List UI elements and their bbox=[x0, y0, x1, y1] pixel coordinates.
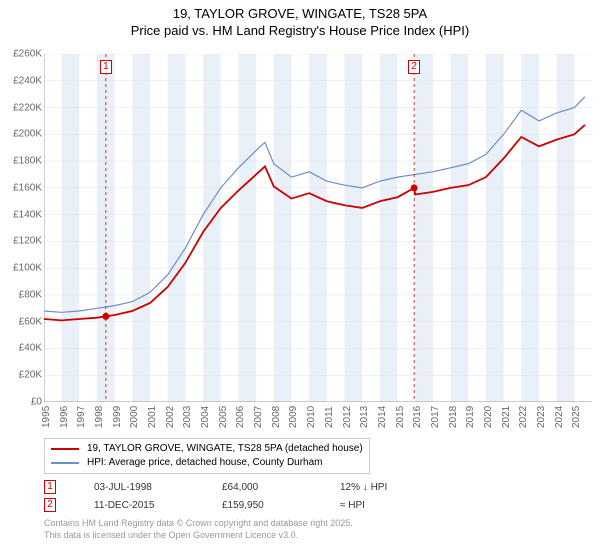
legend-label-property: 19, TAYLOR GROVE, WINGATE, TS28 5PA (det… bbox=[87, 442, 363, 456]
x-tick-label: 2010 bbox=[306, 406, 317, 428]
chart-svg bbox=[44, 54, 592, 402]
x-tick-label: 2016 bbox=[412, 406, 423, 428]
x-tick-label: 2025 bbox=[571, 406, 582, 428]
y-tick-label: £40K bbox=[19, 343, 42, 354]
x-tick-label: 1999 bbox=[112, 406, 123, 428]
sale-records: 1 03-JUL-1998 £64,000 12% ↓ HPI 2 11-DEC-2015… bbox=[44, 478, 387, 514]
x-tick-label: 2024 bbox=[554, 406, 565, 428]
y-tick-label: £120K bbox=[13, 236, 42, 247]
x-tick-label: 1996 bbox=[59, 406, 70, 428]
x-tick-label: 2018 bbox=[448, 406, 459, 428]
x-tick-label: 2004 bbox=[200, 406, 211, 428]
sale-price: £159,950 bbox=[222, 500, 302, 511]
sale-note: 12% ↓ HPI bbox=[340, 482, 387, 493]
x-tick-label: 2014 bbox=[377, 406, 388, 428]
sale-marker-1: 1 bbox=[100, 60, 112, 74]
footer-attribution: Contains HM Land Registry data © Crown c… bbox=[44, 518, 353, 541]
x-tick-label: 2008 bbox=[271, 406, 282, 428]
legend-row-hpi: HPI: Average price, detached house, Coun… bbox=[51, 456, 363, 470]
x-tick-label: 2007 bbox=[253, 406, 264, 428]
sale-num: 2 bbox=[44, 498, 56, 512]
legend: 19, TAYLOR GROVE, WINGATE, TS28 5PA (det… bbox=[44, 438, 370, 474]
y-tick-label: £20K bbox=[19, 370, 42, 381]
x-tick-label: 2006 bbox=[235, 406, 246, 428]
sale-date: 11-DEC-2015 bbox=[94, 500, 184, 511]
x-tick-label: 2009 bbox=[288, 406, 299, 428]
title-address: 19, TAYLOR GROVE, WINGATE, TS28 5PA bbox=[0, 6, 600, 23]
x-tick-label: 1997 bbox=[76, 406, 87, 428]
x-tick-label: 2019 bbox=[465, 406, 476, 428]
x-tick-label: 2017 bbox=[430, 406, 441, 428]
footer-line1: Contains HM Land Registry data © Crown c… bbox=[44, 518, 353, 530]
legend-row-property: 19, TAYLOR GROVE, WINGATE, TS28 5PA (det… bbox=[51, 442, 363, 456]
x-tick-label: 2022 bbox=[518, 406, 529, 428]
sale-note: ≈ HPI bbox=[340, 500, 365, 511]
x-tick-label: 2015 bbox=[395, 406, 406, 428]
sale-num: 1 bbox=[44, 480, 56, 494]
x-tick-label: 2003 bbox=[182, 406, 193, 428]
y-axis-labels: £0£20K£40K£60K£80K£100K£120K£140K£160K£1… bbox=[0, 54, 44, 402]
x-tick-label: 2020 bbox=[483, 406, 494, 428]
y-tick-label: £60K bbox=[19, 316, 42, 327]
y-tick-label: £180K bbox=[13, 156, 42, 167]
x-tick-label: 1998 bbox=[94, 406, 105, 428]
y-tick-label: £160K bbox=[13, 182, 42, 193]
y-tick-label: £220K bbox=[13, 102, 42, 113]
title-subtitle: Price paid vs. HM Land Registry's House … bbox=[0, 23, 600, 40]
y-tick-label: £140K bbox=[13, 209, 42, 220]
sale-price: £64,000 bbox=[222, 482, 302, 493]
sale-row: 2 11-DEC-2015 £159,950 ≈ HPI bbox=[44, 496, 387, 514]
chart-plot-area bbox=[44, 54, 592, 402]
x-tick-label: 2005 bbox=[218, 406, 229, 428]
x-tick-label: 2013 bbox=[359, 406, 370, 428]
x-tick-label: 2001 bbox=[147, 406, 158, 428]
x-tick-label: 2012 bbox=[342, 406, 353, 428]
y-tick-label: £100K bbox=[13, 263, 42, 274]
x-tick-label: 2011 bbox=[324, 406, 335, 428]
x-tick-label: 1995 bbox=[41, 406, 52, 428]
sale-row: 1 03-JUL-1998 £64,000 12% ↓ HPI bbox=[44, 478, 387, 496]
legend-label-hpi: HPI: Average price, detached house, Coun… bbox=[87, 456, 323, 470]
legend-swatch-hpi bbox=[51, 462, 79, 464]
x-tick-label: 2023 bbox=[536, 406, 547, 428]
y-tick-label: £260K bbox=[13, 49, 42, 60]
title-block: 19, TAYLOR GROVE, WINGATE, TS28 5PA Pric… bbox=[0, 0, 600, 40]
sale-date: 03-JUL-1998 bbox=[94, 482, 184, 493]
y-tick-label: £240K bbox=[13, 75, 42, 86]
y-tick-label: £80K bbox=[19, 289, 42, 300]
x-tick-label: 2021 bbox=[501, 406, 512, 428]
legend-swatch-property bbox=[51, 448, 79, 450]
sale-marker-2: 2 bbox=[408, 60, 420, 74]
y-tick-label: £200K bbox=[13, 129, 42, 140]
x-axis-labels: 1995 1996 1997 1998 1999 2000 2001 2002 2003 2004… bbox=[44, 404, 592, 432]
x-tick-label: 2002 bbox=[165, 406, 176, 428]
x-tick-label: 2000 bbox=[129, 406, 140, 428]
footer-line2: This data is licensed under the Open Gov… bbox=[44, 530, 353, 542]
chart-container: 19, TAYLOR GROVE, WINGATE, TS28 5PA Pric… bbox=[0, 0, 600, 560]
